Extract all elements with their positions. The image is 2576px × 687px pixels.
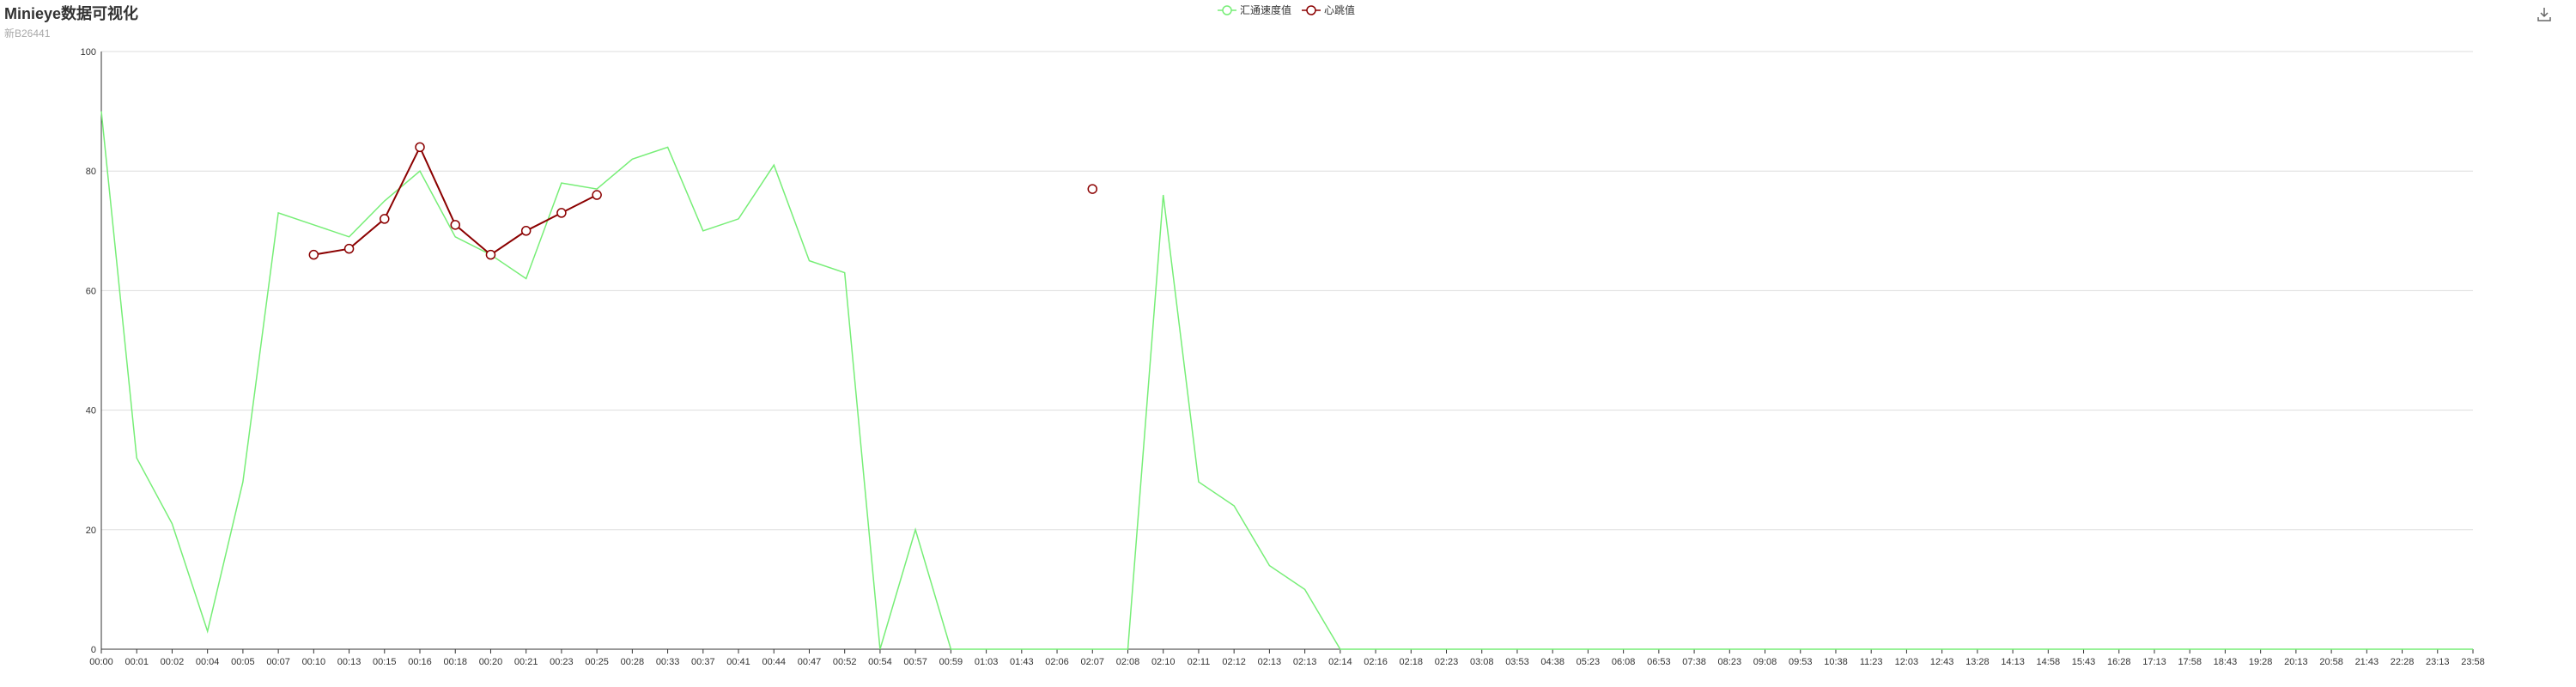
- x-tick-label: 12:03: [1895, 657, 1919, 667]
- x-tick-label: 00:07: [266, 657, 290, 667]
- download-icon[interactable]: [2535, 5, 2554, 24]
- x-tick-label: 00:47: [798, 657, 822, 667]
- x-tick-label: 14:58: [2037, 657, 2061, 667]
- x-tick-label: 02:13: [1293, 657, 1317, 667]
- x-tick-label: 17:13: [2142, 657, 2166, 667]
- x-tick-label: 00:57: [903, 657, 927, 667]
- x-tick-label: 02:14: [1328, 657, 1352, 667]
- x-tick-label: 16:28: [2107, 657, 2131, 667]
- x-tick-label: 00:02: [161, 657, 185, 667]
- y-tick-label: 60: [86, 286, 96, 296]
- x-tick-label: 08:23: [1718, 657, 1742, 667]
- x-tick-label: 00:16: [408, 657, 432, 667]
- x-tick-label: 02:12: [1222, 657, 1246, 667]
- x-tick-label: 11:23: [1860, 657, 1883, 667]
- x-tick-label: 06:53: [1647, 657, 1671, 667]
- legend-item-speed[interactable]: 汇通速度值: [1218, 3, 1291, 17]
- legend-label-heartbeat: 心跳值: [1324, 4, 1356, 16]
- x-tick-label: 18:43: [2214, 657, 2238, 667]
- x-tick-label: 00:54: [868, 657, 892, 667]
- x-tick-label: 13:28: [1965, 657, 1990, 667]
- legend-speed-marker: [1218, 4, 1236, 15]
- chart-title: Minieye数据可视化: [4, 5, 139, 22]
- x-tick-label: 00:00: [89, 657, 113, 667]
- heartbeat-point: [520, 226, 532, 236]
- x-tick-label: 03:53: [1505, 657, 1529, 667]
- x-tick-label: 00:04: [196, 657, 220, 667]
- heartbeat-point: [450, 220, 460, 230]
- x-tick-label: 02:13: [1258, 657, 1282, 667]
- x-tick-label: 02:10: [1151, 657, 1176, 667]
- chart-legend: 汇通速度值 心跳值: [1218, 3, 1355, 17]
- x-tick-label: 21:43: [2355, 657, 2379, 667]
- x-tick-label: 20:13: [2284, 657, 2308, 667]
- x-tick-label: 00:37: [691, 657, 715, 667]
- x-tick-label: 20:58: [2319, 657, 2343, 667]
- x-tick-label: 00:15: [373, 657, 397, 667]
- x-tick-label: 17:58: [2178, 657, 2202, 667]
- x-tick-label: 00:59: [939, 657, 963, 667]
- y-tick-label: 20: [86, 526, 96, 536]
- x-tick-label: 02:11: [1188, 657, 1211, 667]
- x-tick-label: 02:08: [1116, 657, 1140, 667]
- x-tick-label: 01:43: [1010, 657, 1034, 667]
- legend-heartbeat-marker: [1302, 4, 1321, 15]
- x-tick-label: 23:13: [2426, 657, 2450, 667]
- x-tick-label: 14:13: [2001, 657, 2025, 667]
- heartbeat-point: [415, 142, 425, 153]
- x-tick-label: 00:10: [302, 657, 326, 667]
- x-tick-label: 06:08: [1612, 657, 1636, 667]
- x-tick-label: 00:20: [479, 657, 503, 667]
- heartbeat-point: [380, 214, 390, 224]
- x-tick-label: 23:58: [2461, 657, 2485, 667]
- x-tick-label: 10:38: [1824, 657, 1848, 667]
- y-tick-label: 80: [86, 167, 96, 177]
- legend-label-speed: 汇通速度值: [1240, 4, 1292, 16]
- x-tick-label: 02:06: [1045, 657, 1069, 667]
- x-tick-label: 02:18: [1400, 657, 1424, 667]
- heartbeat-point: [308, 249, 319, 260]
- x-tick-label: 00:21: [514, 657, 538, 667]
- x-tick-label: 12:43: [1930, 657, 1954, 667]
- x-tick-label: 02:23: [1435, 657, 1459, 667]
- x-tick-label: 02:07: [1081, 657, 1105, 667]
- legend-item-heartbeat[interactable]: 心跳值: [1302, 3, 1355, 17]
- heartbeat-point: [1087, 184, 1098, 194]
- y-tick-label: 0: [91, 645, 96, 655]
- x-tick-label: 00:23: [550, 657, 574, 667]
- chart-subtitle: 新B26441: [4, 27, 51, 40]
- x-tick-label: 00:41: [726, 657, 750, 667]
- x-tick-label: 19:28: [2249, 657, 2273, 667]
- y-tick-label: 100: [81, 47, 96, 58]
- x-tick-label: 00:28: [621, 657, 645, 667]
- x-tick-label: 01:03: [975, 657, 999, 667]
- x-tick-label: 00:25: [585, 657, 609, 667]
- x-tick-label: 00:13: [337, 657, 361, 667]
- x-tick-label: 03:08: [1470, 657, 1494, 667]
- x-tick-label: 09:53: [1789, 657, 1813, 667]
- x-tick-label: 00:18: [443, 657, 467, 667]
- heartbeat-point: [592, 190, 602, 200]
- series-line-0: [100, 111, 2473, 650]
- x-tick-label: 22:28: [2391, 657, 2415, 667]
- heartbeat-point: [556, 208, 567, 218]
- x-tick-label: 00:52: [833, 657, 857, 667]
- heartbeat-point: [343, 243, 355, 254]
- x-tick-label: 09:08: [1753, 657, 1777, 667]
- x-tick-label: 05:23: [1577, 657, 1601, 667]
- x-tick-label: 00:01: [125, 657, 149, 667]
- x-tick-label: 07:38: [1682, 657, 1706, 667]
- heartbeat-point: [485, 249, 496, 260]
- x-tick-label: 15:43: [2072, 657, 2096, 667]
- x-tick-label: 00:05: [231, 657, 255, 667]
- x-tick-label: 04:38: [1540, 657, 1564, 667]
- x-tick-label: 00:33: [656, 657, 680, 667]
- y-tick-label: 40: [86, 406, 96, 416]
- x-tick-label: 02:16: [1364, 657, 1388, 667]
- x-tick-label: 00:44: [762, 657, 786, 667]
